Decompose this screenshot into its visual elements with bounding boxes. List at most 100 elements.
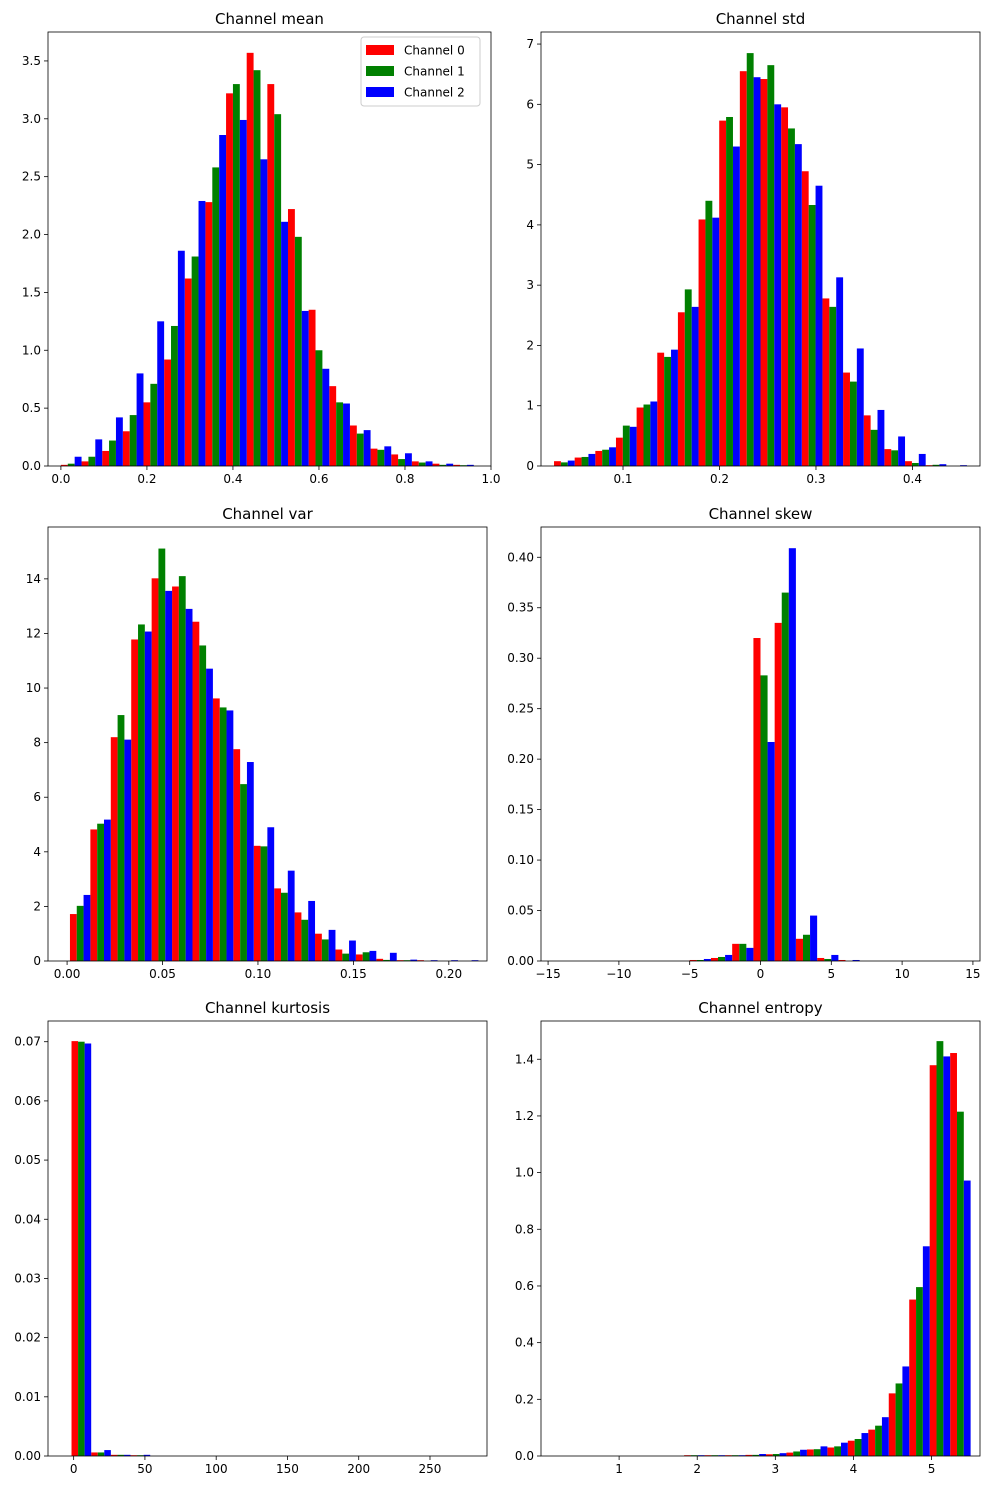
bar-1-2-17: [918, 453, 926, 466]
x-tick-label: 4: [850, 1462, 858, 1476]
x-tick-label: 0.8: [395, 472, 414, 486]
bar-5-1-10: [772, 1454, 780, 1456]
y-tick-label: 4: [526, 218, 534, 232]
bar-5-1-19: [956, 1111, 964, 1456]
axes-frame: [47, 526, 488, 962]
y-tick-label: 4: [33, 845, 41, 859]
bar-2-0-12: [315, 933, 322, 961]
bar-0-0-1: [81, 461, 89, 466]
bar-5-0-18: [929, 1065, 937, 1456]
y-tick-label: 8: [33, 736, 41, 750]
bar-2-0-17: [417, 960, 424, 961]
chart-panel-1: 0.1 0.2 0.3 0.4 0 1 2 3 4 5 6 7 Channel std: [526, 10, 981, 486]
bar-1-0-16: [884, 449, 892, 466]
bar-0-0-12: [308, 309, 316, 466]
y-tick-label: 0.01: [14, 1390, 41, 1404]
chart-title: Channel skew: [709, 505, 813, 523]
x-tick-label: 0.2: [710, 472, 729, 486]
bar-1-2-5: [671, 349, 678, 466]
bar-5-0-17: [909, 1299, 917, 1456]
bar-2-2-6: [206, 668, 213, 961]
bar-5-2-18: [943, 1056, 951, 1456]
bar-1-1-7: [705, 200, 713, 466]
y-tick-label: 0.4: [515, 1336, 534, 1350]
bar-1-2-2: [609, 447, 616, 466]
bar-0-1-11: [294, 236, 302, 466]
bar-0-2-8: [239, 119, 247, 467]
bar-5-2-8: [738, 1455, 746, 1456]
bar-1-1-0: [560, 462, 568, 466]
bar-0-2-12: [322, 368, 330, 466]
bar-3-0-5: [774, 622, 782, 961]
axes-frame: [47, 31, 492, 467]
y-tick-label: 0.2: [515, 1392, 534, 1406]
bar-1-0-10: [760, 79, 768, 467]
bar-2-0-0: [69, 914, 77, 961]
bar-0-1-6: [191, 256, 199, 466]
bar-1-2-12: [815, 185, 823, 466]
bar-1-2-9: [753, 77, 761, 467]
bar-5-1-8: [731, 1455, 739, 1456]
bar-0-0-7: [205, 202, 213, 466]
bar-4-0-3: [130, 1455, 138, 1456]
y-tick-label: 1.5: [22, 285, 41, 299]
bar-0-1-16: [398, 459, 405, 466]
y-tick-label: 0.6: [515, 1279, 534, 1293]
bar-2-1-2: [117, 715, 125, 961]
bar-1-2-11: [794, 144, 802, 466]
bar-5-0-14: [847, 1440, 855, 1456]
bar-2-1-16: [403, 960, 411, 961]
x-tick-label: 0: [757, 967, 765, 981]
bar-1-1-8: [726, 116, 733, 467]
bar-5-2-15: [881, 1417, 889, 1456]
bar-2-0-2: [110, 737, 118, 961]
bar-2-1-3: [138, 624, 145, 961]
y-tick-label: 0.20: [507, 752, 534, 766]
bar-5-1-14: [854, 1439, 862, 1456]
y-tick-label: 1.0: [515, 1166, 534, 1180]
bar-5-1-12: [813, 1449, 821, 1456]
bar-2-0-11: [294, 912, 302, 961]
chart-title: Channel mean: [215, 10, 324, 28]
x-tick-label: 150: [276, 1462, 299, 1476]
y-tick-label: 0.8: [515, 1222, 534, 1236]
bar-0-1-4: [150, 383, 158, 466]
bar-0-1-5: [171, 325, 178, 466]
bar-3-2-2: [725, 954, 733, 961]
bar-5-0-10: [765, 1454, 773, 1456]
bar-1-0-4: [636, 407, 644, 466]
bar-2-2-18: [451, 960, 458, 961]
y-tick-label: 12: [26, 626, 41, 640]
bar-2-1-9: [260, 846, 268, 961]
bar-5-2-16: [902, 1366, 910, 1456]
bar-0-2-7: [219, 135, 227, 466]
bar-1-1-18: [932, 464, 940, 466]
axes-frame: [540, 1020, 981, 1457]
bar-5-2-11: [800, 1449, 807, 1456]
x-tick-label: 2: [693, 1462, 701, 1476]
bar-1-2-18: [939, 464, 947, 466]
bar-2-1-4: [158, 548, 166, 961]
y-tick-label: 0.04: [14, 1212, 41, 1226]
bar-0-2-13: [343, 403, 350, 466]
bar-1-1-12: [808, 205, 816, 466]
x-tick-label: 1: [615, 1462, 623, 1476]
bar-2-1-1: [97, 823, 104, 961]
bar-0-2-15: [384, 446, 392, 466]
bar-5-0-13: [827, 1447, 835, 1456]
bar-1-0-5: [657, 352, 665, 466]
bar-0-2-19: [466, 464, 474, 466]
chart-panel-4: 0 50 100 150 200 250 0.00 0.01 0.02 0.03 0.04 0.05 0…: [14, 999, 488, 1476]
bar-0-2-3: [136, 373, 144, 466]
bar-1-1-17: [911, 462, 919, 466]
bar-2-1-15: [383, 959, 390, 961]
legend-swatch-0: [366, 45, 394, 55]
bar-0-1-13: [336, 402, 344, 466]
bar-2-0-8: [233, 749, 241, 961]
bar-0-1-17: [418, 462, 426, 466]
bar-4-0-1: [91, 1452, 98, 1456]
bar-5-1-15: [875, 1425, 882, 1456]
bar-1-2-16: [898, 436, 906, 466]
bar-2-1-14: [362, 952, 370, 961]
bar-3-2-5: [788, 548, 796, 961]
